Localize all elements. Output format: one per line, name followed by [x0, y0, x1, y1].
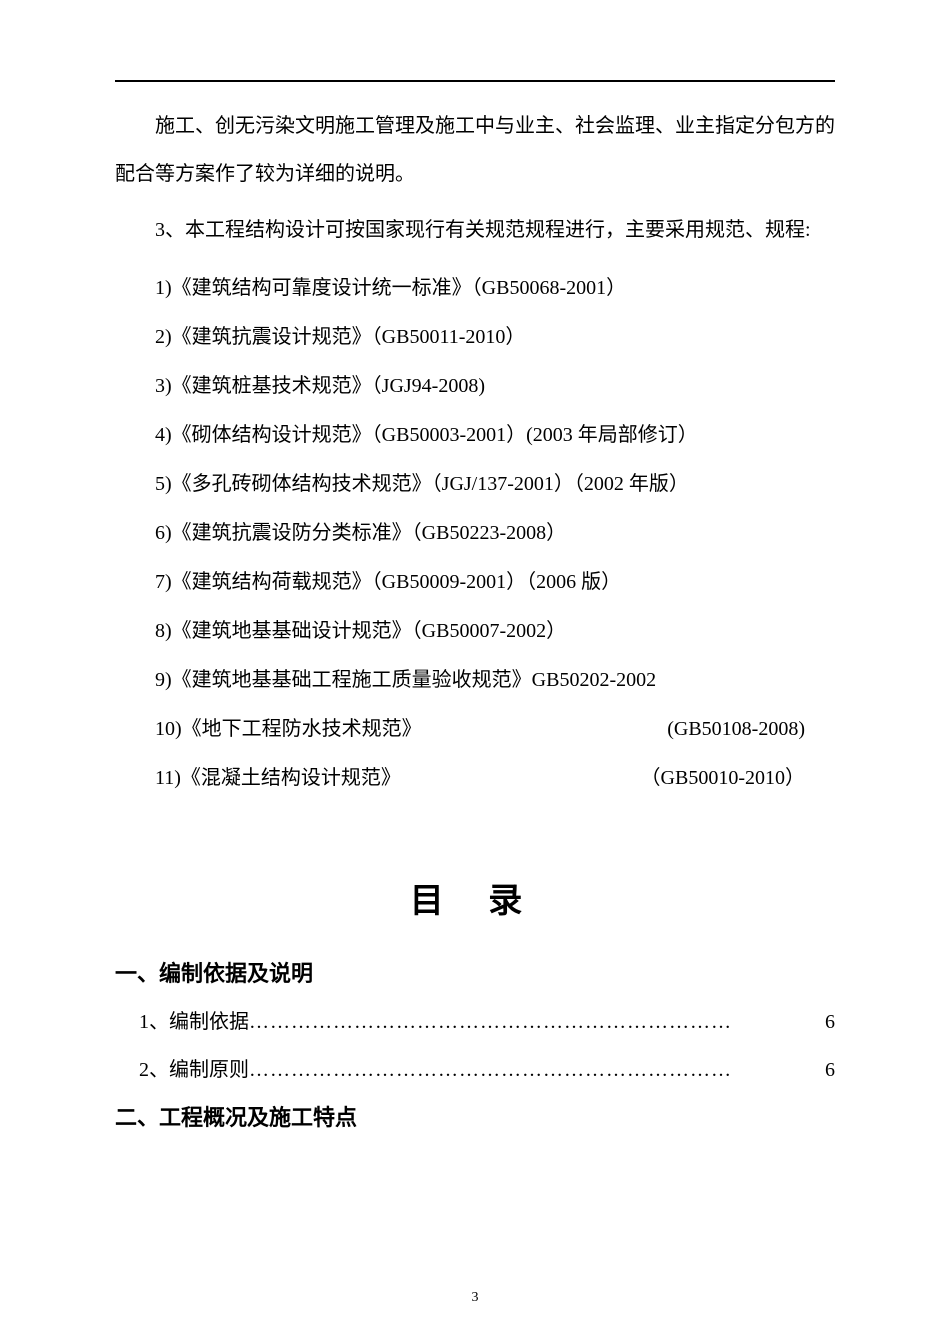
- toc-section-heading-1: 一、编制依据及说明: [115, 950, 835, 998]
- page-number: 3: [0, 1290, 950, 1306]
- toc-entry-label: 1、编制依据: [139, 998, 249, 1046]
- spec-item: 5)《多孔砖砌体结构技术规范》（JGJ/137-2001）（2002 年版）: [115, 460, 835, 509]
- intro-paragraph-1: 施工、创无污染文明施工管理及施工中与业主、社会监理、业主指定分包方的配合等方案作…: [115, 102, 835, 198]
- spec-list: 1)《建筑结构可靠度设计统一标准》（GB50068-2001） 2)《建筑抗震设…: [115, 264, 835, 803]
- spec-item: 9)《建筑地基基础工程施工质量验收规范》GB50202-2002: [115, 656, 835, 705]
- spec-item-name: 10)《地下工程防水技术规范》: [115, 705, 422, 754]
- header-rule: [115, 80, 835, 82]
- spec-item: 4)《砌体结构设计规范》（GB50003-2001）(2003 年局部修订）: [115, 411, 835, 460]
- toc-entry-page: 6: [823, 1046, 835, 1094]
- toc-entry: 2、编制原则 …………………………………………………………… 6: [115, 1046, 835, 1094]
- spec-item-code: (GB50108-2008): [667, 705, 835, 754]
- spec-item: 1)《建筑结构可靠度设计统一标准》（GB50068-2001）: [115, 264, 835, 313]
- spec-item-code: （GB50010-2010）: [641, 754, 835, 803]
- spec-item-name: 11)《混凝土结构设计规范》: [115, 754, 401, 803]
- spec-item: 8)《建筑地基基础设计规范》（GB50007-2002）: [115, 607, 835, 656]
- toc-section-heading-2: 二、工程概况及施工特点: [115, 1094, 835, 1142]
- toc-title: 目 录: [115, 873, 835, 922]
- spec-item: 2)《建筑抗震设计规范》（GB50011-2010）: [115, 313, 835, 362]
- intro-paragraph-2: 3、本工程结构设计可按国家现行有关规范规程进行，主要采用规范、规程:: [115, 206, 835, 254]
- spec-item-split: 10)《地下工程防水技术规范》 (GB50108-2008): [115, 705, 835, 754]
- spec-item-split: 11)《混凝土结构设计规范》 （GB50010-2010）: [115, 754, 835, 803]
- spec-item: 7)《建筑结构荷载规范》（GB50009-2001）（2006 版）: [115, 558, 835, 607]
- intro-block: 施工、创无污染文明施工管理及施工中与业主、社会监理、业主指定分包方的配合等方案作…: [115, 102, 835, 254]
- toc-dots: ……………………………………………………………: [249, 998, 823, 1046]
- toc-entry-label: 2、编制原则: [139, 1046, 249, 1094]
- spec-item: 6)《建筑抗震设防分类标准》（GB50223-2008）: [115, 509, 835, 558]
- spec-item: 3)《建筑桩基技术规范》（JGJ94-2008): [115, 362, 835, 411]
- toc-entry: 1、编制依据 …………………………………………………………… 6: [115, 998, 835, 1046]
- toc-dots: ……………………………………………………………: [249, 1046, 823, 1094]
- toc-entry-page: 6: [823, 998, 835, 1046]
